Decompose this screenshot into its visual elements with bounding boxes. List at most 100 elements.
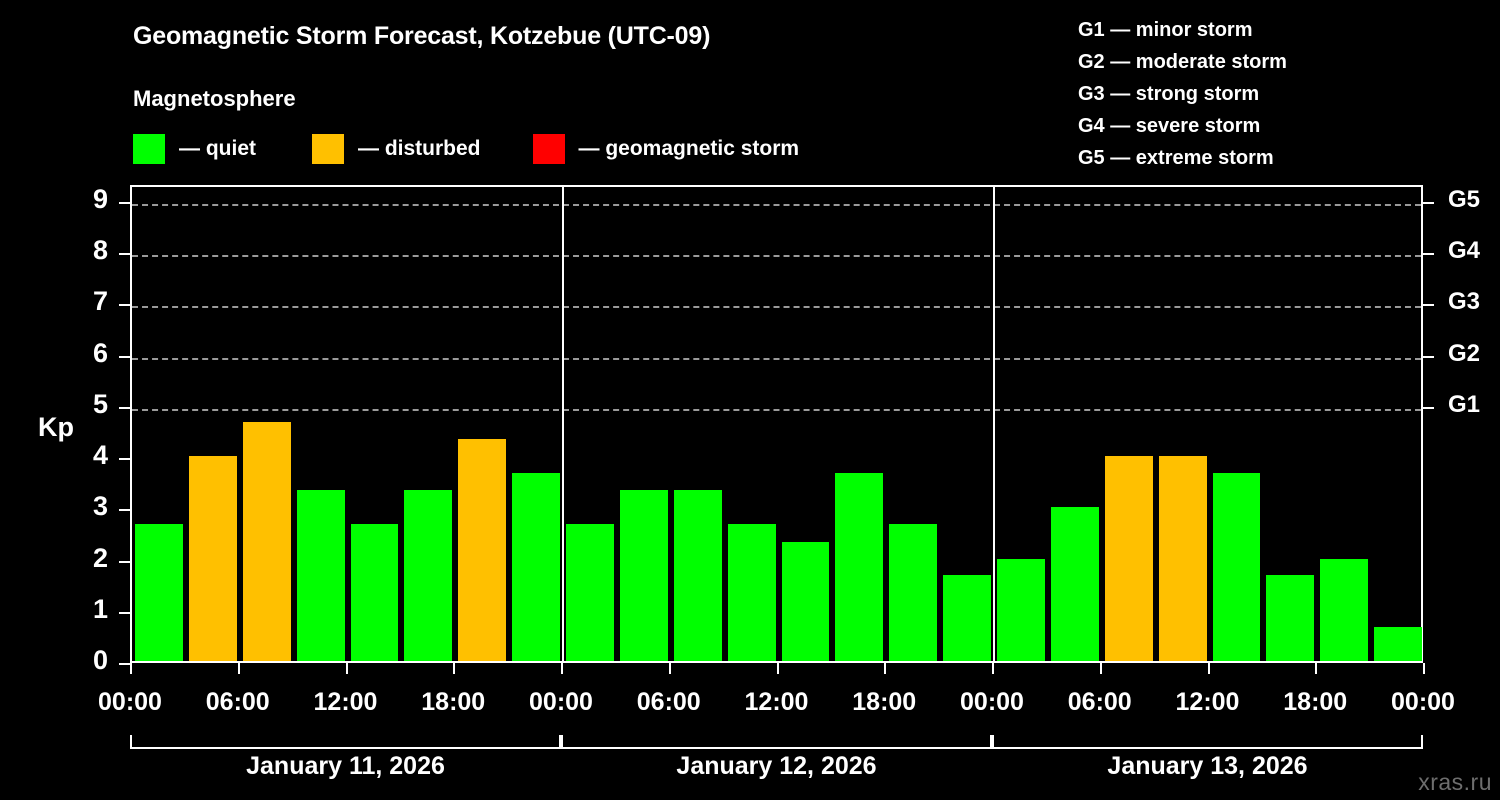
gridline: [132, 408, 1421, 411]
day-separators: [132, 187, 1421, 661]
g-axis-tick-label: G4: [1448, 237, 1481, 265]
kp-bar: [619, 490, 668, 661]
x-axis-tick-label: 00:00: [98, 688, 162, 716]
color-legend: — quiet — disturbed — geomagnetic storm: [133, 134, 799, 164]
x-axis-tick: [561, 663, 563, 674]
kp-bar: [781, 541, 830, 661]
y-axis-tick: [119, 611, 130, 614]
x-axis-tick-label: 18:00: [1283, 688, 1348, 716]
g-axis-tick: [1423, 253, 1434, 256]
day-bracket: [130, 735, 561, 749]
g-scale-legend-line: G2 — moderate storm: [1078, 51, 1287, 73]
y-axis-tick: [119, 202, 130, 204]
y-axis-label: Kp: [38, 412, 74, 442]
x-axis-tick-label: 00:00: [960, 688, 1024, 716]
day-caption: January 13, 2026: [1107, 752, 1308, 780]
y-axis-tick-label: 4: [92, 440, 108, 471]
x-axis-tick: [1207, 663, 1210, 674]
kp-bar: [566, 524, 614, 661]
kp-bar: [1266, 575, 1315, 661]
legend-entry: — geomagnetic storm: [532, 134, 800, 164]
g-scale-legend-line: G4 — severe storm: [1078, 115, 1261, 137]
y-axis-tick-label: 3: [92, 491, 108, 522]
kp-bar: [889, 524, 938, 661]
y-axis-tick-label: 0: [92, 645, 108, 675]
kp-bar: [242, 421, 291, 661]
legend-entry: — disturbed: [312, 134, 481, 164]
chart-subtitle: Magnetosphere: [133, 86, 296, 111]
bars-layer: [132, 187, 1422, 661]
legend-label: — geomagnetic storm: [578, 137, 800, 160]
kp-bar: [296, 490, 345, 661]
kp-bar: [1104, 456, 1153, 661]
y-axis-tick: [119, 355, 130, 358]
y-axis-tick: [119, 560, 130, 563]
day-caption: January 11, 2026: [246, 752, 445, 780]
g-axis-tick: [1423, 355, 1434, 358]
kp-bar: [512, 473, 560, 661]
x-axis-tick-label: 06:00: [205, 688, 270, 716]
red-square-swatch: [532, 134, 565, 164]
y-axis-tick: [119, 304, 130, 307]
x-axis-tick: [668, 663, 671, 674]
kp-bar: [673, 490, 722, 661]
kp-bar: [943, 575, 991, 661]
day-separator: [993, 187, 995, 661]
x-axis-tick: [992, 663, 994, 674]
x-axis-tick-label: 18:00: [852, 688, 917, 716]
x-axis-tick-label: 12:00: [744, 688, 809, 716]
x-axis-tick-label: 06:00: [1067, 688, 1132, 716]
legend-label: — disturbed: [358, 137, 481, 160]
x-axis-tick-label: 18:00: [421, 688, 486, 716]
y-axis-tick: [119, 253, 130, 256]
g-axis-tick: [1423, 406, 1434, 409]
gridlines: [132, 187, 1421, 661]
x-axis-tick-label: 00:00: [1391, 688, 1455, 716]
kp-bar: [188, 456, 237, 661]
y-axis-tick-label: 7: [92, 286, 108, 317]
x-axis-tick: [1423, 663, 1425, 674]
y-axis-tick: [119, 406, 130, 409]
green-square-swatch: [133, 134, 165, 164]
kp-bar: [350, 524, 399, 661]
kp-bar: [135, 524, 183, 661]
gridline: [132, 306, 1421, 309]
x-axis-tick: [1099, 663, 1102, 674]
y-axis-tick-label: 8: [92, 235, 108, 266]
x-axis-tick-label: 12:00: [1175, 688, 1240, 716]
gridline: [132, 204, 1421, 206]
kp-bar: [1320, 558, 1369, 661]
kp-bar: [1212, 473, 1261, 661]
y-axis-tick: [119, 458, 130, 461]
x-axis-tick: [237, 663, 240, 674]
x-axis-tick: [453, 663, 456, 674]
g-axis-tick-label: G5: [1448, 186, 1481, 213]
day-caption: January 12, 2026: [676, 752, 877, 780]
plot-area: [130, 185, 1423, 663]
legend-entry: — quiet: [133, 134, 256, 164]
kp-bar: [727, 524, 776, 661]
y-axis-tick-label: 6: [92, 337, 108, 368]
watermark: xras.ru: [1418, 769, 1492, 795]
gridline: [132, 357, 1421, 360]
g-axis-tick: [1423, 202, 1434, 204]
y-axis-tick: [119, 509, 130, 512]
x-axis-tick: [345, 663, 348, 674]
g-axis-tick-label: G3: [1448, 288, 1481, 316]
kp-bar: [1158, 456, 1207, 661]
day-bracket: [992, 735, 1423, 749]
day-bracket: [561, 735, 992, 749]
x-axis-tick: [130, 663, 132, 674]
kp-bar: [404, 490, 453, 661]
gridline: [132, 255, 1421, 258]
y-axis-tick-label: 1: [92, 593, 108, 624]
g-axis-tick-label: G2: [1448, 339, 1481, 367]
g-axis-tick: [1423, 304, 1434, 307]
legend-label: — quiet: [179, 137, 256, 160]
g-scale-legend: G1 — minor storm G2 — moderate storm G3 — …: [1078, 14, 1287, 174]
x-axis-tick-label: 00:00: [529, 688, 593, 716]
y-axis-tick-label: 5: [92, 388, 108, 419]
kp-bar: [835, 473, 884, 661]
kp-bar: [997, 558, 1045, 661]
